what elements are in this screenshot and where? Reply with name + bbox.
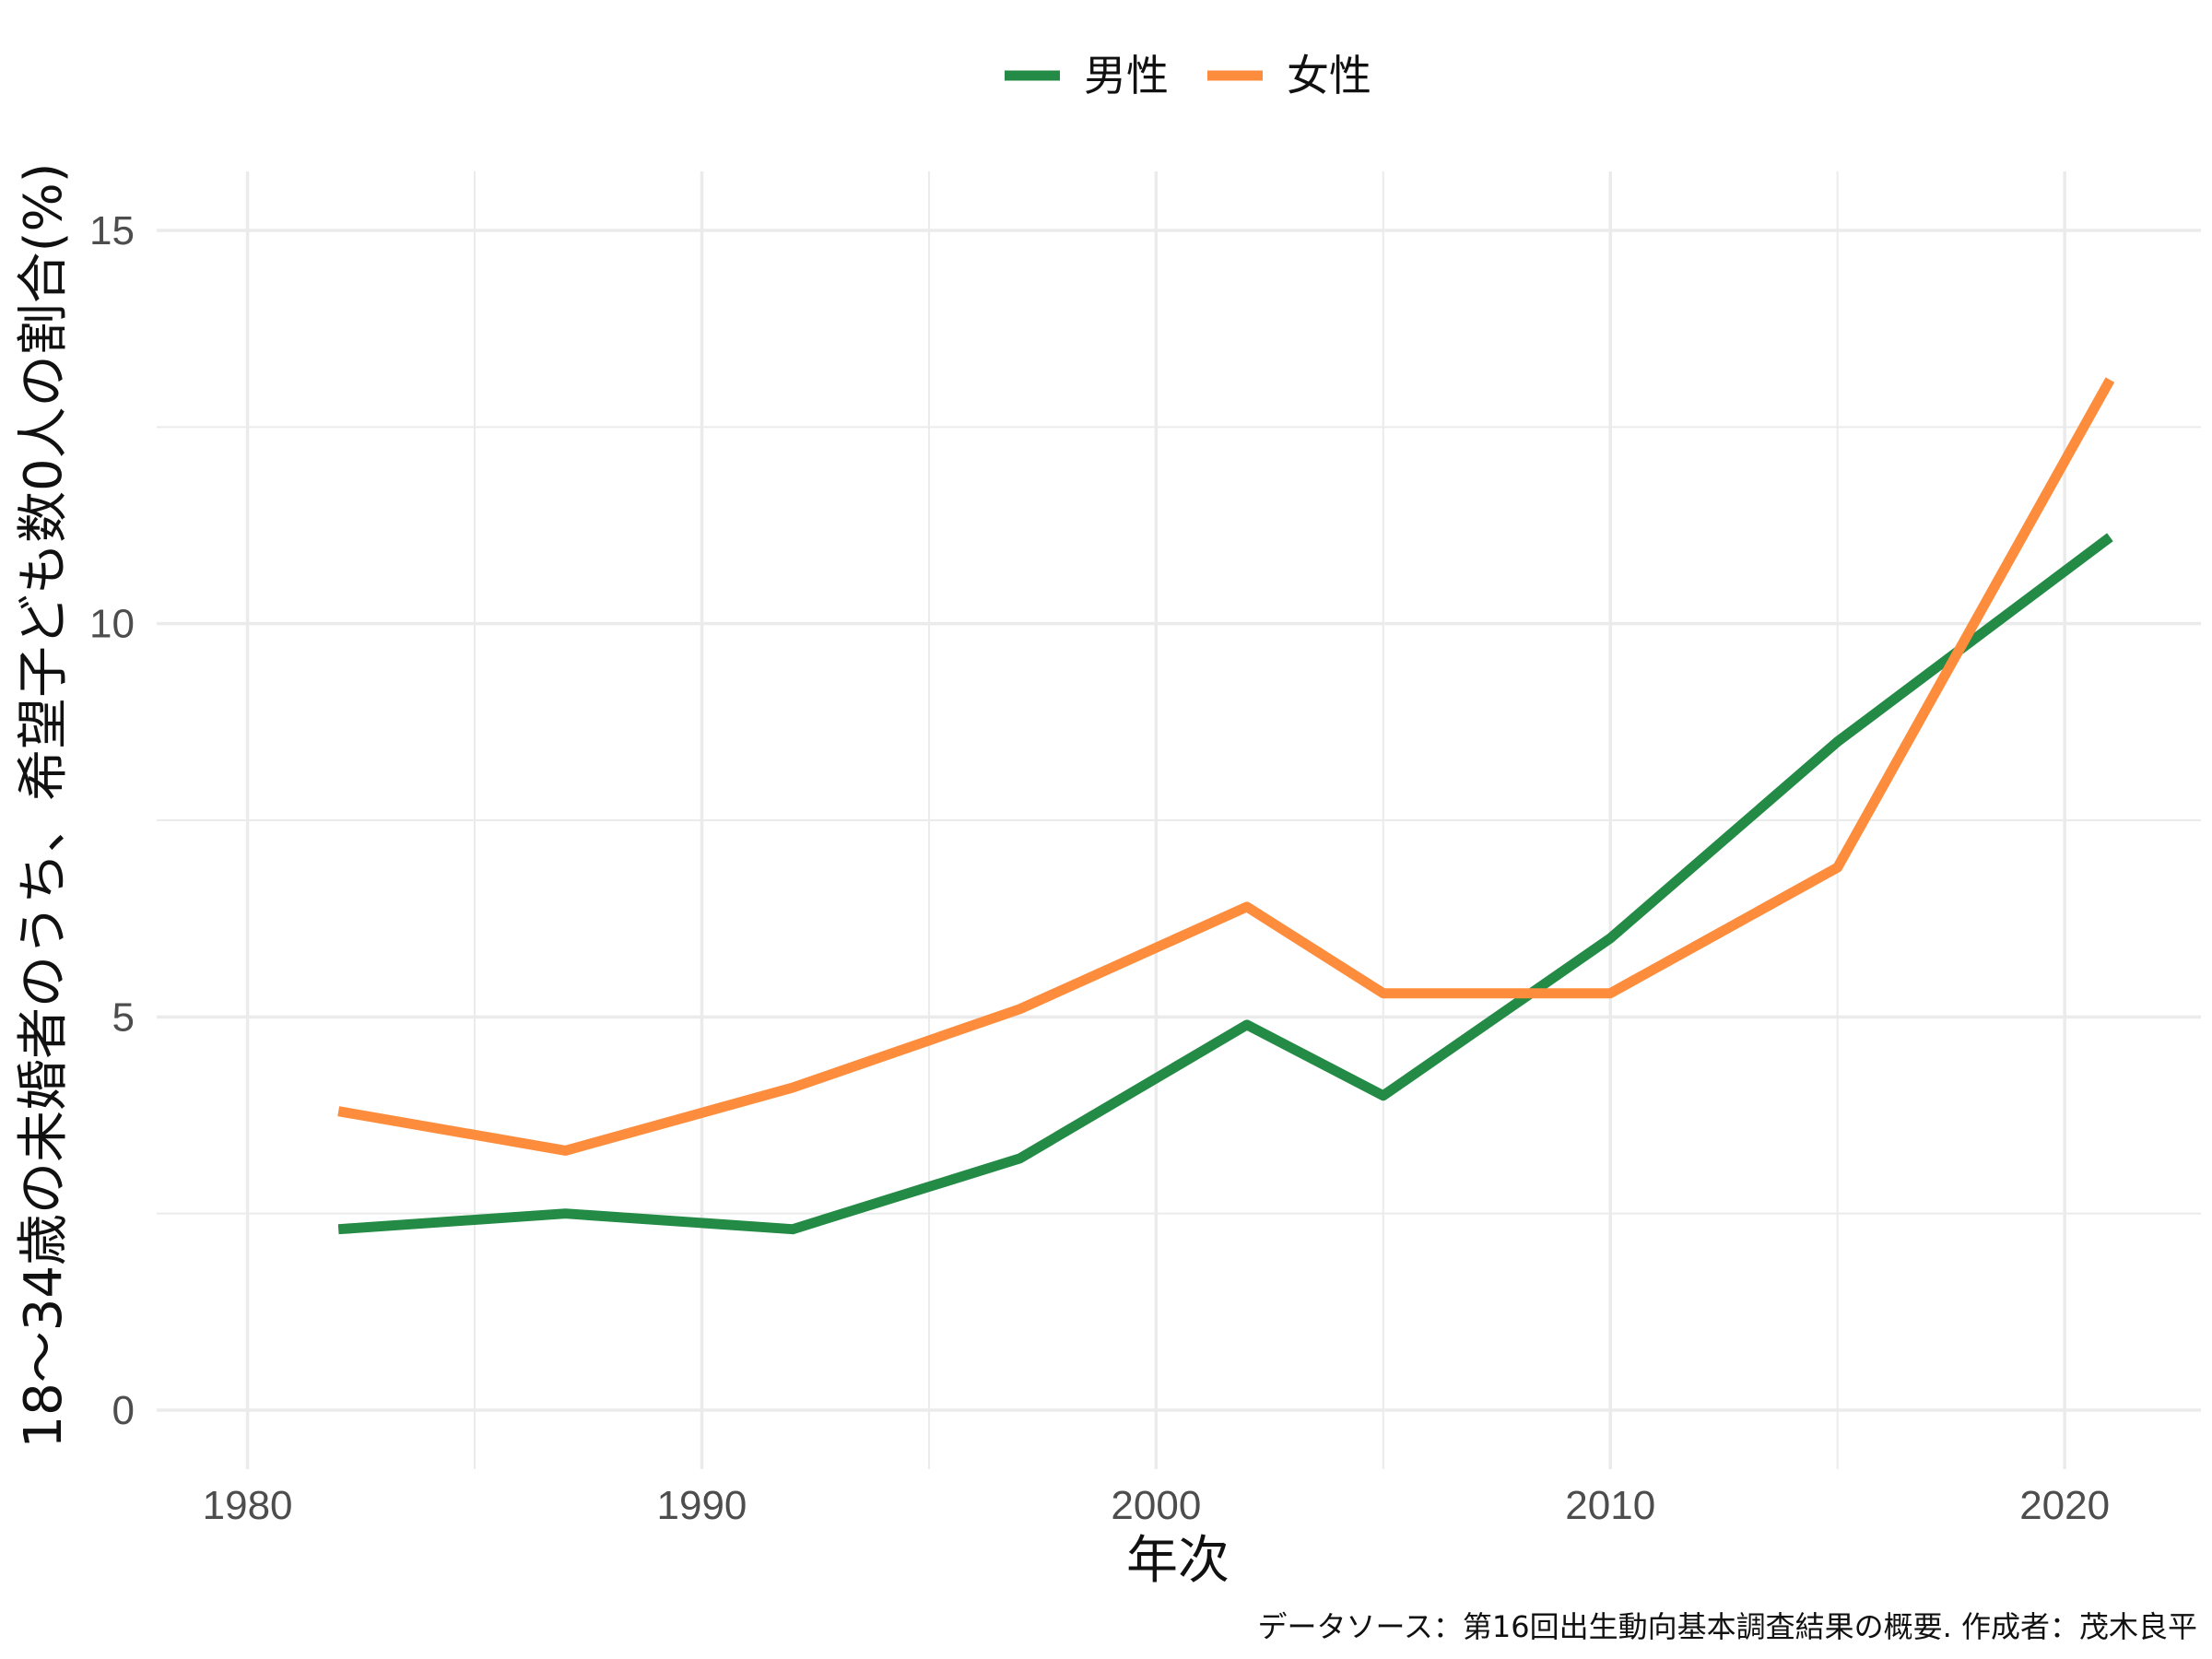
y-axis-title: 18〜34歳の未婚者のうち、希望子ども数0人の割合(%) xyxy=(14,162,74,1448)
y-axis-ticks: 0 5 10 15 xyxy=(89,208,135,1433)
y-tick-label: 10 xyxy=(89,602,135,647)
x-tick-label: 2010 xyxy=(1565,1483,1655,1528)
legend-label-female: 女性 xyxy=(1287,51,1371,100)
caption: データソース：第16回出生動向基本調査結果の概要. 作成者：茂木良平 xyxy=(1258,1609,2197,1644)
x-tick-label: 2000 xyxy=(1111,1483,1201,1528)
series-line-male xyxy=(337,533,2113,1235)
grid-lines xyxy=(157,171,2201,1469)
legend-label-male: 男性 xyxy=(1084,51,1169,100)
x-tick-label: 1980 xyxy=(203,1483,293,1528)
y-tick-label: 5 xyxy=(112,994,135,1040)
series-lines xyxy=(337,377,2115,1235)
series-line-female xyxy=(337,377,2115,1156)
y-tick-label: 15 xyxy=(89,208,135,253)
legend: 男性 女性 xyxy=(1005,51,1371,100)
x-axis-ticks: 1980 1990 2000 2010 2020 xyxy=(203,1483,2110,1528)
x-tick-label: 2020 xyxy=(2019,1483,2110,1528)
x-tick-label: 1990 xyxy=(657,1483,747,1528)
y-tick-label: 0 xyxy=(112,1388,135,1433)
x-axis-title: 年次 xyxy=(1126,1531,1230,1591)
